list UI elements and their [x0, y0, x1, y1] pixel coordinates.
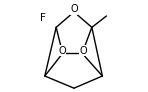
- Text: O: O: [79, 46, 87, 56]
- Text: O: O: [58, 46, 66, 56]
- Text: O: O: [70, 5, 78, 15]
- Text: F: F: [40, 13, 46, 23]
